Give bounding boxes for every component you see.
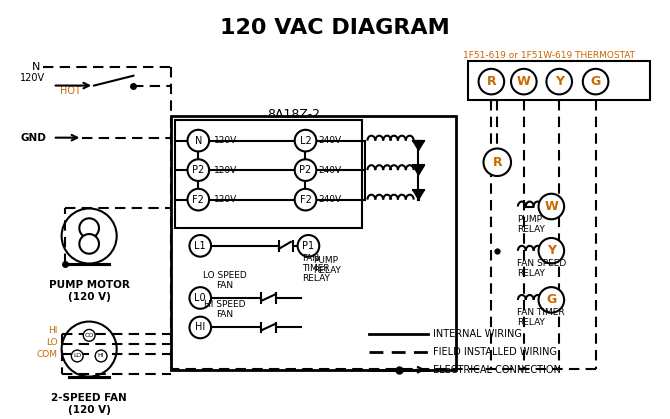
Circle shape [190,235,211,257]
Circle shape [188,159,209,181]
Text: 240V: 240V [318,195,342,204]
Circle shape [539,287,564,313]
Circle shape [478,69,504,94]
Text: PUMP MOTOR
(120 V): PUMP MOTOR (120 V) [49,280,129,302]
Text: 240V: 240V [318,166,342,175]
Text: P2: P2 [192,165,204,175]
Circle shape [188,130,209,151]
Text: 120 VAC DIAGRAM: 120 VAC DIAGRAM [220,18,450,38]
Text: CO: CO [84,333,94,338]
Text: FIELD INSTALLED WIRING: FIELD INSTALLED WIRING [433,347,557,357]
Text: ELECTRICAL CONNECTION: ELECTRICAL CONNECTION [433,365,561,375]
Text: 1F51-619 or 1F51W-619 THERMOSTAT: 1F51-619 or 1F51W-619 THERMOSTAT [464,51,635,60]
Text: Y: Y [547,244,556,257]
Text: INTERNAL WIRING: INTERNAL WIRING [433,329,522,339]
Text: N: N [32,62,40,72]
Text: W: W [545,200,558,213]
Circle shape [190,287,211,309]
Bar [171,116,456,370]
Circle shape [295,130,316,151]
Text: LO: LO [73,354,81,359]
Text: 120V: 120V [214,195,237,204]
Text: FAN SPEED
RELAY: FAN SPEED RELAY [517,259,566,278]
Circle shape [511,69,537,94]
Circle shape [583,69,608,94]
Text: FAN
TIMER
RELAY: FAN TIMER RELAY [303,253,330,283]
Text: F2: F2 [192,194,204,204]
Text: HI: HI [48,326,58,335]
Circle shape [62,321,117,377]
Circle shape [188,189,209,210]
Circle shape [71,350,83,362]
Text: PUMP
RELAY: PUMP RELAY [517,215,545,234]
Circle shape [295,159,316,181]
Polygon shape [413,165,425,175]
Circle shape [295,189,316,210]
Text: R: R [486,75,496,88]
Text: L0: L0 [194,293,206,303]
Text: 8A18Z-2: 8A18Z-2 [267,108,320,121]
Circle shape [484,148,511,176]
Text: L2: L2 [299,136,312,146]
Circle shape [539,194,564,219]
Circle shape [79,234,99,254]
Text: COM: COM [37,349,58,359]
Circle shape [62,209,117,264]
Circle shape [95,350,107,362]
Bar [468,61,650,100]
Text: 240V: 240V [318,136,342,145]
Text: G: G [590,75,601,88]
Text: W: W [517,75,531,88]
Circle shape [539,238,564,264]
Text: R: R [492,156,502,169]
Circle shape [297,235,320,257]
Text: LO SPEED
FAN: LO SPEED FAN [203,271,247,290]
Text: HI: HI [195,323,206,332]
Text: HI SPEED
FAN: HI SPEED FAN [204,300,246,319]
Text: HOT: HOT [60,86,80,96]
Text: Y: Y [555,75,563,88]
Text: GND: GND [20,133,46,143]
Text: G: G [546,293,557,306]
Text: HI: HI [98,354,105,359]
Circle shape [79,218,99,238]
Text: N: N [194,136,202,146]
Circle shape [547,69,572,94]
Text: 120V: 120V [20,72,46,83]
Text: LO: LO [46,338,58,347]
Text: 2-SPEED FAN
(120 V): 2-SPEED FAN (120 V) [52,393,127,415]
Polygon shape [413,141,425,150]
Bar [175,120,362,228]
Text: FAN TIMER
RELAY: FAN TIMER RELAY [517,308,565,327]
Polygon shape [413,190,425,199]
Text: 120V: 120V [214,166,237,175]
Text: L1: L1 [194,241,206,251]
Text: F2: F2 [299,194,312,204]
Text: 120V: 120V [214,136,237,145]
Circle shape [190,317,211,338]
Text: P2: P2 [299,165,312,175]
Text: PUMP
RELAY: PUMP RELAY [314,256,341,275]
Circle shape [83,329,95,341]
Text: P1: P1 [302,241,314,251]
